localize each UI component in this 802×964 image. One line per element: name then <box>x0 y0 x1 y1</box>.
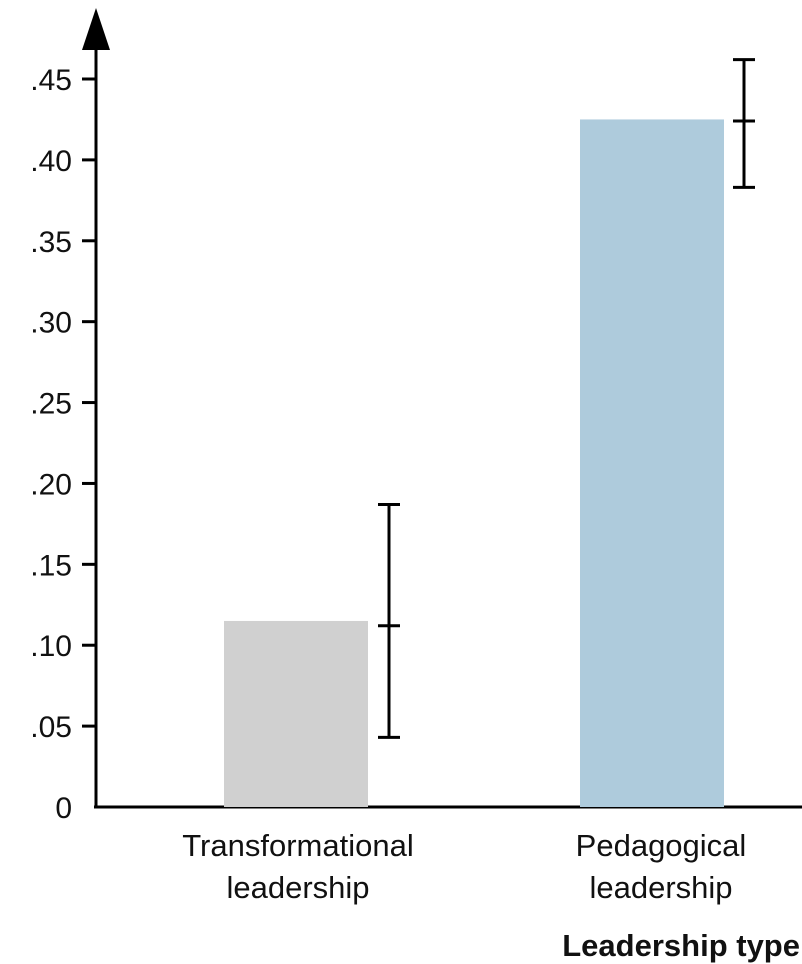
x-category-label-1-line1: Transformational <box>182 828 413 863</box>
y-tick-label-8: .40 <box>30 145 72 178</box>
y-tick-label-1: .05 <box>30 711 72 744</box>
y-tick-label-5: .25 <box>30 388 72 421</box>
x-category-label-1-line2: leadership <box>226 870 369 905</box>
y-axis: 0 .05 .10 .15 .20 .25 .30 .35 .40 .45 <box>30 8 110 825</box>
bar-2 <box>580 119 724 807</box>
x-axis-title: Leadership type <box>562 928 800 963</box>
y-tick-label-3: .15 <box>30 549 72 582</box>
y-tick-label-4: .20 <box>30 468 72 501</box>
y-tick-group: 0 .05 .10 .15 .20 .25 .30 .35 .40 .45 <box>30 64 96 825</box>
y-tick-label-7: .35 <box>30 226 72 259</box>
y-axis-arrowhead <box>82 8 110 50</box>
x-category-label-2-line1: Pedagogical <box>576 828 747 863</box>
x-category-label-2-line2: leadership <box>589 870 732 905</box>
bar-1 <box>224 620 368 807</box>
y-tick-label-2: .10 <box>30 630 72 663</box>
error-bar-group <box>378 58 755 739</box>
bar-group <box>224 119 724 807</box>
y-tick-label-0: 0 <box>55 792 72 825</box>
y-tick-label-6: .30 <box>30 307 72 340</box>
y-tick-label-9: .45 <box>30 64 72 97</box>
